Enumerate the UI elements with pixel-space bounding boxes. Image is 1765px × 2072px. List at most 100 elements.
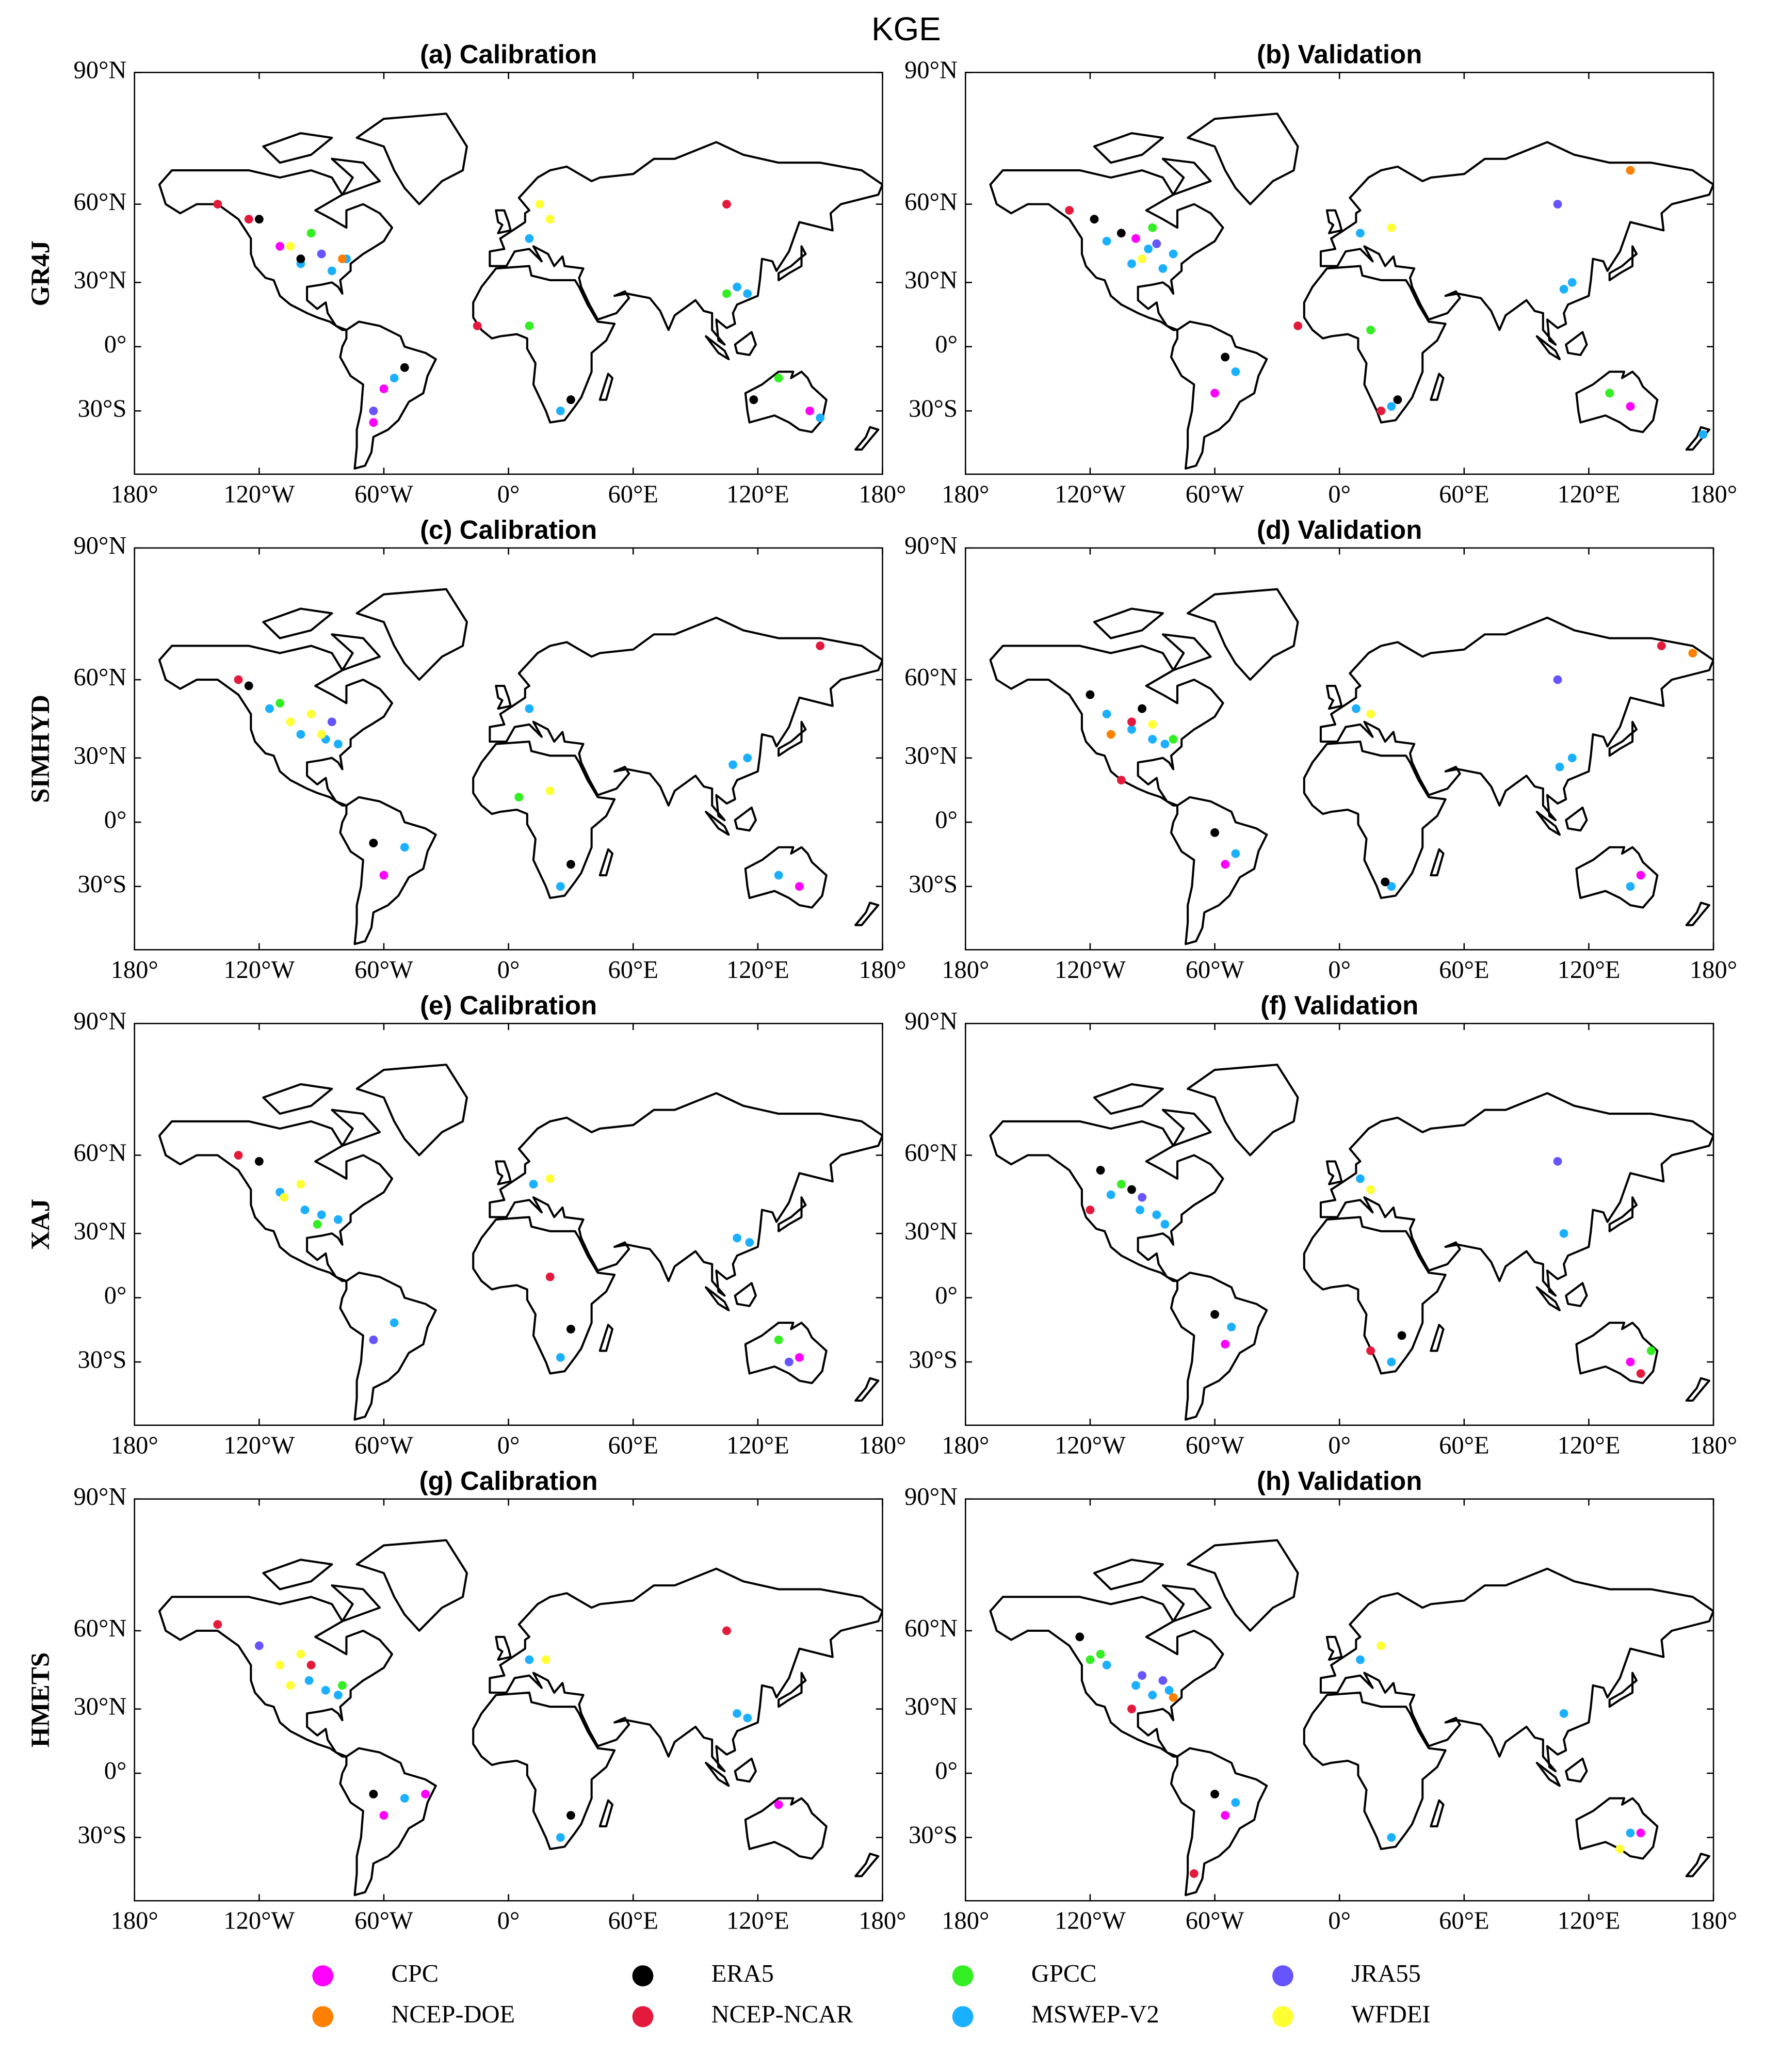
coastlines xyxy=(158,1064,883,1421)
station-point xyxy=(296,730,305,739)
legend-label: NCEP-DOE xyxy=(391,2001,515,2028)
station-point xyxy=(1127,725,1136,734)
station-point xyxy=(1090,215,1099,224)
x-tick-label: 180° xyxy=(859,1432,906,1459)
coastline xyxy=(854,902,880,926)
y-tick-label: 30°N xyxy=(904,1693,958,1721)
station-point xyxy=(1138,254,1147,264)
station-point xyxy=(304,1676,314,1685)
x-tick-label: 60°W xyxy=(354,956,413,984)
station-point xyxy=(254,215,264,224)
station-point xyxy=(317,730,326,739)
coastline xyxy=(1685,902,1710,926)
coastlines xyxy=(989,1539,1714,1897)
coastline xyxy=(1535,335,1561,361)
x-tick-label: 180° xyxy=(1690,480,1737,508)
station-point xyxy=(1148,223,1157,232)
points xyxy=(1086,1157,1656,1378)
coastline xyxy=(1303,265,1447,424)
y-tick-label: 30°S xyxy=(78,1346,127,1373)
station-point xyxy=(1626,166,1635,175)
station-point xyxy=(1553,200,1562,209)
station-point xyxy=(369,406,378,415)
station-point xyxy=(1231,1798,1240,1807)
map-panel: (c) Calibration SIMHYD 180° 120°W 60°W 0° 60°E… xyxy=(26,515,906,984)
station-point xyxy=(749,395,758,404)
station-point xyxy=(421,1790,430,1798)
x-tick-label: 120°E xyxy=(1558,956,1621,984)
station-point xyxy=(1148,735,1157,744)
y-tick-label: 60°N xyxy=(904,664,958,691)
x-tick-label: 180° xyxy=(1690,1907,1737,1935)
station-point xyxy=(1169,735,1178,744)
station-point xyxy=(525,321,534,330)
coastline xyxy=(1161,633,1212,671)
coastline xyxy=(598,1799,614,1828)
y-tick-label: 90°N xyxy=(74,57,127,84)
panel-title: (h) Validation xyxy=(1257,1466,1422,1496)
points xyxy=(213,200,825,427)
y-tick-label: 0° xyxy=(104,1282,127,1309)
coastline xyxy=(1325,1635,1343,1661)
coastline xyxy=(1093,1083,1164,1115)
station-point xyxy=(774,374,783,383)
x-tick-label: 120°E xyxy=(726,1907,789,1935)
coastlines xyxy=(158,113,883,470)
station-point xyxy=(556,1353,565,1362)
station-point xyxy=(1698,430,1708,439)
station-point xyxy=(1366,1185,1375,1194)
station-point xyxy=(545,215,555,224)
coastline xyxy=(1187,588,1299,681)
coastline xyxy=(158,1596,394,1758)
points xyxy=(234,1151,804,1367)
station-point xyxy=(1626,1357,1635,1367)
y-tick-label: 30°N xyxy=(904,1217,958,1245)
station-point xyxy=(286,242,295,251)
x-tick-label: 60°W xyxy=(1186,480,1244,508)
station-point xyxy=(327,717,336,727)
legend-label: CPC xyxy=(391,1960,439,1987)
coastline xyxy=(1325,1160,1343,1185)
coastline xyxy=(495,209,512,234)
station-point xyxy=(333,740,343,749)
station-point xyxy=(296,1180,305,1189)
station-point xyxy=(1366,710,1375,719)
y-tick-label: 30°S xyxy=(78,395,127,422)
station-point xyxy=(317,249,326,259)
legend-marker xyxy=(312,1965,334,1987)
station-point xyxy=(1567,278,1577,287)
station-point xyxy=(1160,740,1170,749)
x-tick-label: 120°W xyxy=(1055,956,1126,984)
coastline xyxy=(854,426,880,451)
station-point xyxy=(1210,828,1219,837)
coastline xyxy=(1319,141,1714,346)
y-tick-label: 30°N xyxy=(74,1217,127,1245)
coastline xyxy=(744,846,828,909)
station-point xyxy=(1555,762,1564,772)
coastline xyxy=(1170,796,1268,945)
station-point xyxy=(541,1655,550,1664)
station-point xyxy=(1131,1681,1140,1690)
station-point xyxy=(338,254,347,264)
station-point xyxy=(1127,717,1136,727)
station-point xyxy=(333,1691,343,1700)
coastline xyxy=(1575,846,1659,909)
map-panel: (h) Validation 180° 120°W 60°W 0° 60°E 120°E 18… xyxy=(904,1466,1737,1935)
coastline xyxy=(989,645,1224,807)
station-point xyxy=(369,1335,378,1344)
station-point xyxy=(1164,1685,1174,1695)
coastline xyxy=(1303,740,1447,900)
x-tick-label: 60°W xyxy=(354,1907,413,1935)
coastlines xyxy=(158,1539,883,1897)
x-tick-label: 0° xyxy=(497,1907,520,1935)
x-tick-label: 0° xyxy=(1328,1432,1351,1459)
coastline xyxy=(598,848,614,877)
station-point xyxy=(556,882,565,891)
x-tick-label: 120°E xyxy=(1558,1432,1621,1459)
station-point xyxy=(1356,1655,1365,1664)
coastline xyxy=(1303,1216,1447,1375)
legend-label: NCEP-NCAR xyxy=(711,2001,853,2028)
coastline xyxy=(1430,1799,1445,1828)
station-point xyxy=(1387,1833,1396,1842)
x-tick-label: 60°E xyxy=(1439,1432,1489,1459)
